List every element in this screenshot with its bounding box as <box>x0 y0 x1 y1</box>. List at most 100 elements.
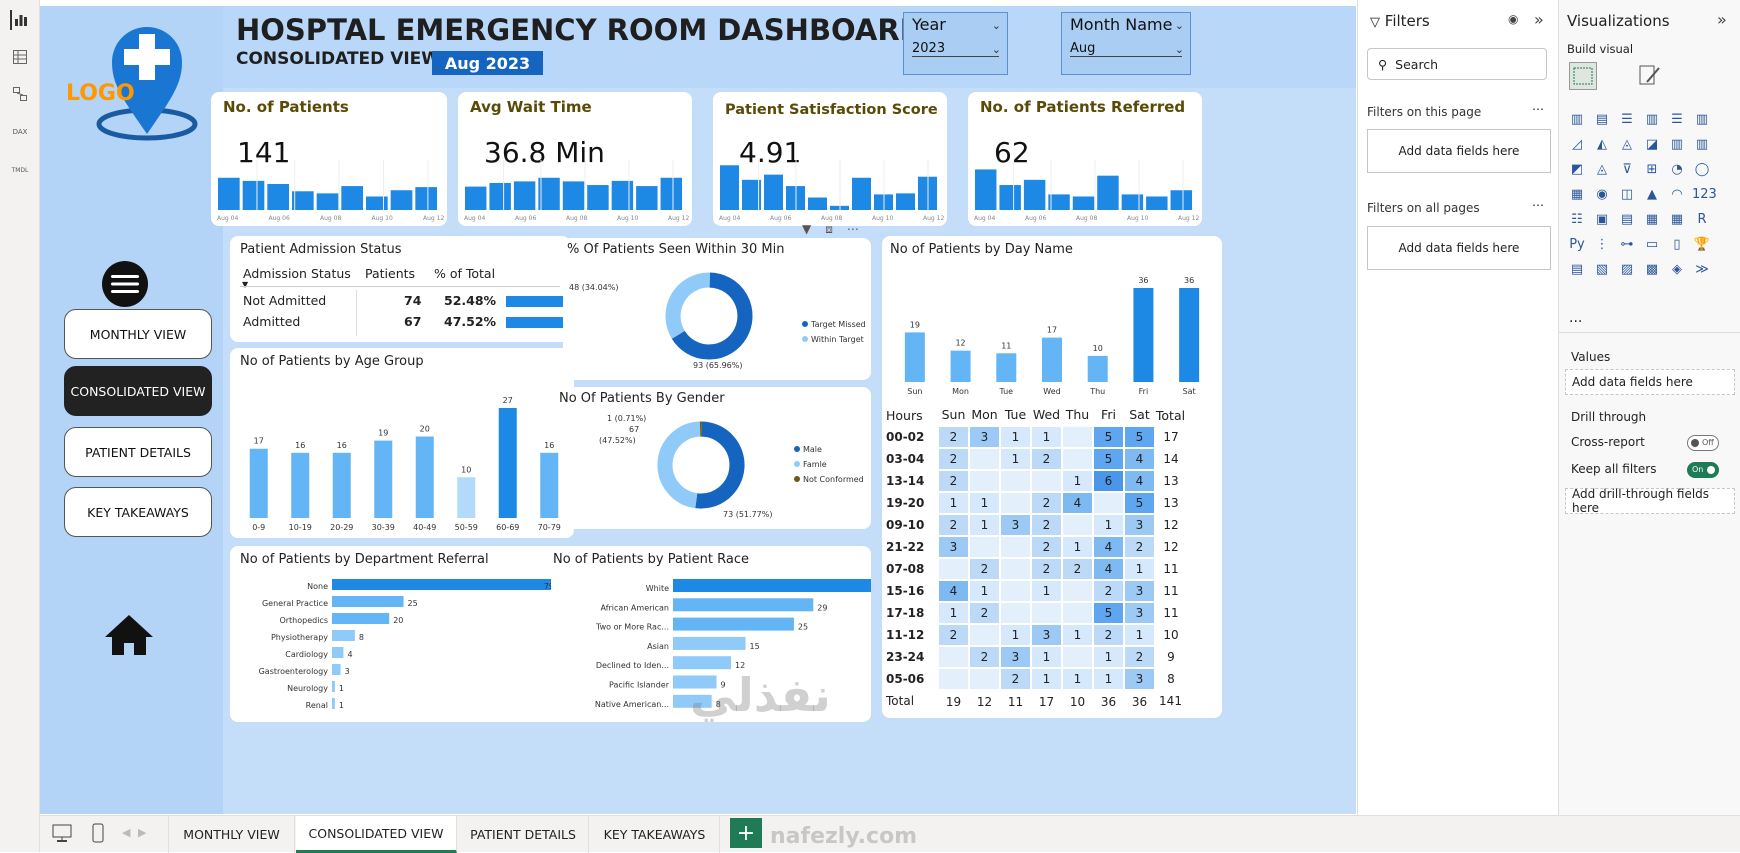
heatmap-cell[interactable] <box>1000 536 1031 558</box>
heatmap-column-header[interactable]: Sun <box>938 404 969 426</box>
cross-report-toggle[interactable]: Off <box>1687 435 1719 451</box>
heatmap-cell[interactable]: 1 <box>1093 668 1124 690</box>
heatmap-row-header[interactable]: 17-18 <box>886 602 938 624</box>
heatmap-cell[interactable]: 2 <box>969 558 1000 580</box>
heatmap-cell[interactable]: 141 <box>1155 690 1186 712</box>
heatmap-row-header[interactable]: 05-06 <box>886 668 938 690</box>
visual-type-icon[interactable]: R <box>1692 212 1712 232</box>
heatmap-cell[interactable]: 1 <box>1062 470 1093 492</box>
bar[interactable] <box>332 596 404 607</box>
menu-icon[interactable] <box>102 261 148 307</box>
heatmap-cell[interactable]: 12 <box>1155 514 1186 536</box>
report-view-icon[interactable] <box>10 10 30 30</box>
donut-slice[interactable] <box>673 280 710 335</box>
heatmap-cell[interactable]: 2 <box>1031 492 1062 514</box>
heatmap-cell[interactable]: 36 <box>1093 690 1124 712</box>
heatmap-cell[interactable]: 2 <box>1124 536 1155 558</box>
donut-slice[interactable] <box>665 429 700 501</box>
bar[interactable] <box>1042 338 1062 382</box>
collapse-icon[interactable]: » <box>1717 10 1727 29</box>
bar[interactable] <box>1133 288 1153 382</box>
heatmap-cell[interactable]: 10 <box>1155 624 1186 646</box>
heatmap-cell[interactable] <box>969 668 1000 690</box>
heatmap-cell[interactable]: 4 <box>1062 492 1093 514</box>
visual-type-icon[interactable]: ◈ <box>1667 262 1687 282</box>
tab-patient-details[interactable]: PATIENT DETAILS <box>458 816 589 853</box>
scroll-left-icon[interactable]: ◀ <box>122 826 130 839</box>
heatmap-cell[interactable]: 2 <box>1031 558 1062 580</box>
heatmap-column-header[interactable]: Hours <box>886 404 938 426</box>
heatmap-row-header[interactable]: 03-04 <box>886 448 938 470</box>
heatmap-cell[interactable]: 11 <box>1155 558 1186 580</box>
visual-type-icon[interactable]: ▨ <box>1617 262 1637 282</box>
visual-type-icon[interactable]: ▥ <box>1642 112 1662 132</box>
more-visuals-icon[interactable]: ... <box>1569 310 1582 326</box>
heatmap-cell[interactable]: 1 <box>938 492 969 514</box>
heatmap-cell[interactable]: 6 <box>1093 470 1124 492</box>
heatmap-cell[interactable]: 4 <box>1093 536 1124 558</box>
chevron-down-icon[interactable]: ⌄ <box>1175 43 1184 56</box>
heatmap-cell[interactable]: 9 <box>1155 646 1186 668</box>
heatmap-row-header[interactable]: 11-12 <box>886 624 938 646</box>
desktop-layout-icon[interactable] <box>52 824 72 845</box>
visual-type-icon[interactable]: ▤ <box>1617 212 1637 232</box>
visual-type-icon[interactable]: ▦ <box>1567 187 1587 207</box>
heatmap-cell[interactable] <box>1000 470 1031 492</box>
heatmap-cell[interactable]: 17 <box>1031 690 1062 712</box>
heatmap-column-header[interactable]: Sat <box>1124 404 1155 426</box>
tab-consolidated-view[interactable]: CONSOLIDATED VIEW <box>296 816 457 853</box>
heatmap-cell[interactable]: 2 <box>1093 624 1124 646</box>
visual-type-icon[interactable]: ⊞ <box>1642 162 1662 182</box>
visual-type-icon[interactable]: ⊽ <box>1617 162 1637 182</box>
model-view-icon[interactable] <box>10 84 30 104</box>
heatmap-cell[interactable]: 5 <box>1124 492 1155 514</box>
chevron-down-icon[interactable]: ⌄ <box>992 43 1001 56</box>
bar[interactable] <box>1088 356 1108 382</box>
heatmap-cell[interactable]: 1 <box>1093 646 1124 668</box>
heatmap-cell[interactable]: 13 <box>1155 492 1186 514</box>
heatmap-cell[interactable] <box>1062 514 1093 536</box>
heatmap-cell[interactable]: 11 <box>1155 602 1186 624</box>
heatmap-cell[interactable]: 2 <box>938 426 969 448</box>
bar[interactable] <box>905 332 925 382</box>
heatmap-cell[interactable]: 1 <box>1031 668 1062 690</box>
heatmap-cell[interactable]: 5 <box>1093 602 1124 624</box>
bar[interactable] <box>540 453 558 518</box>
tab-monthly-view[interactable]: MONTHLY VIEW <box>168 816 295 853</box>
visual-type-icon[interactable]: ▥ <box>1567 112 1587 132</box>
bar[interactable] <box>332 698 335 709</box>
year-slicer[interactable]: Year ⌄ 2023 ⌄ <box>903 12 1008 75</box>
bar[interactable] <box>333 453 351 518</box>
heatmap-cell[interactable]: 3 <box>1124 602 1155 624</box>
heatmap-cell[interactable] <box>969 448 1000 470</box>
home-icon[interactable] <box>103 613 155 660</box>
monthly-view-button[interactable]: MONTHLY VIEW <box>64 309 212 359</box>
visual-type-icon[interactable]: ▯ <box>1667 237 1687 257</box>
heatmap-cell[interactable]: 4 <box>938 580 969 602</box>
bar[interactable] <box>416 437 434 518</box>
heatmap-cell[interactable]: 1 <box>969 492 1000 514</box>
heatmap-cell[interactable]: 12 <box>1155 536 1186 558</box>
visual-type-icon[interactable]: ≫ <box>1692 262 1712 282</box>
column-header-pct[interactable]: % of Total <box>434 266 495 281</box>
visual-type-icon[interactable]: ▥ <box>1692 137 1712 157</box>
heatmap-column-header[interactable]: Tue <box>1000 404 1031 426</box>
heatmap-cell[interactable]: 2 <box>938 470 969 492</box>
heatmap-cell[interactable] <box>1031 470 1062 492</box>
visual-type-icon[interactable]: ▥ <box>1692 112 1712 132</box>
heatmap-cell[interactable]: 8 <box>1155 668 1186 690</box>
scroll-right-icon[interactable]: ▶ <box>138 826 146 839</box>
visual-type-icon[interactable]: ◯ <box>1692 162 1712 182</box>
heatmap-cell[interactable] <box>1000 558 1031 580</box>
bar[interactable] <box>499 408 517 518</box>
heatmap-cell[interactable]: 3 <box>1031 624 1062 646</box>
visual-type-icon[interactable]: ⋮ <box>1592 237 1612 257</box>
bar[interactable] <box>291 453 309 518</box>
collapse-icon[interactable]: » <box>1534 10 1544 29</box>
heatmap-cell[interactable]: 1 <box>1000 426 1031 448</box>
tab-key-takeaways[interactable]: KEY TAKEAWAYS <box>590 816 720 853</box>
